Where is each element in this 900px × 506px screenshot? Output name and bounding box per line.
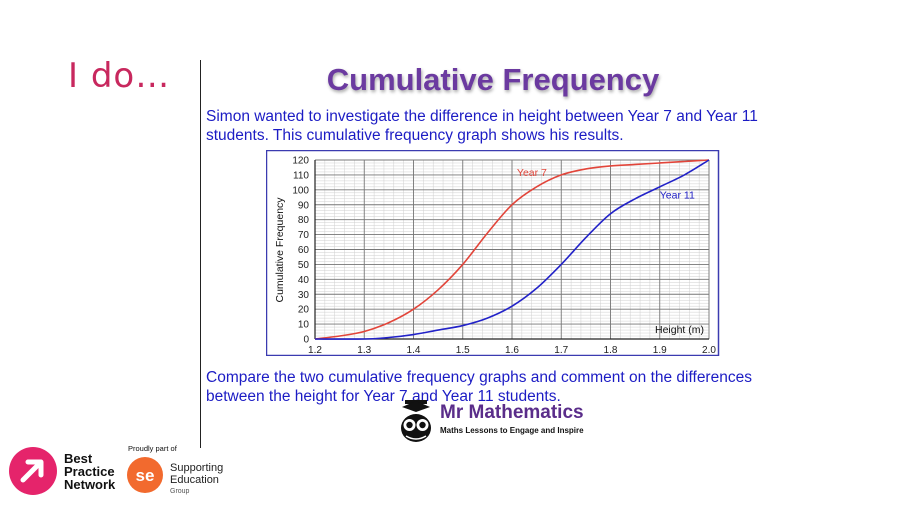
seg-line-1: Supporting <box>170 462 224 474</box>
series-label-year-11: Year 11 <box>660 189 695 201</box>
x-tick-label: 1.8 <box>604 345 618 356</box>
x-tick-label: 1.4 <box>407 345 421 356</box>
seg-text: Supporting Education Group <box>170 462 223 498</box>
series-layer <box>314 159 710 340</box>
y-tick-label: 100 <box>292 185 309 196</box>
mr-mathematics-logo: Mr Mathematics Maths Lessons to Engage a… <box>396 398 596 444</box>
x-tick-labels: 1.2 1.3 1.4 1.5 1.6 1.7 1.8 1.9 2.0 <box>308 345 716 356</box>
question-text: Compare the two cumulative frequency gra… <box>206 369 752 405</box>
x-tick-label: 1.9 <box>653 345 667 356</box>
seg-line-2: Education <box>170 474 219 486</box>
seg-line-3: Group <box>170 488 190 495</box>
intro-text: Simon wanted to investigate the differen… <box>206 108 758 144</box>
y-tick-label: 20 <box>298 305 310 316</box>
bpn-line-1: Best <box>64 451 93 466</box>
x-tick-label: 1.5 <box>456 345 470 356</box>
x-axis-label: Height (m) <box>655 324 704 336</box>
y-tick-label: 70 <box>298 230 310 241</box>
series-label-year-7: Year 7 <box>517 167 547 179</box>
x-tick-label: 2.0 <box>702 345 716 356</box>
arrow-icon <box>9 447 57 495</box>
mr-mathematics-title: Mr Mathematics <box>440 402 584 423</box>
y-tick-label: 40 <box>298 275 310 286</box>
mr-mathematics-tagline: Maths Lessons to Engage and Inspire <box>440 426 584 435</box>
slide-heading: I do… <box>68 56 171 96</box>
best-practice-network-logo: Best Practice Network <box>8 446 138 498</box>
y-tick-label: 10 <box>298 320 310 331</box>
se-badge-letters: se <box>136 466 155 485</box>
y-tick-label: 50 <box>298 260 310 271</box>
x-tick-label: 1.7 <box>554 345 568 356</box>
supporting-education-group-logo: se Supporting Education Group <box>126 456 246 500</box>
series-line-2 <box>314 159 710 340</box>
y-tick-label: 80 <box>298 215 310 226</box>
x-tick-label: 1.2 <box>308 345 322 356</box>
series-labels: Year 7 Year 11 <box>517 167 695 201</box>
y-tick-label: 0 <box>303 335 309 346</box>
owl-icon <box>401 400 431 442</box>
bpn-line-2: Practice <box>64 464 115 479</box>
bpn-text: Best Practice Network <box>64 452 115 491</box>
x-tick-label: 1.3 <box>357 345 371 356</box>
y-axis-label: Cumulative Frequency <box>274 197 286 303</box>
y-tick-labels: 0 10 20 30 40 50 60 70 80 90 100 110 120 <box>292 156 309 346</box>
y-tick-label: 60 <box>298 245 310 256</box>
y-tick-label: 110 <box>293 170 309 181</box>
y-tick-label: 120 <box>292 156 309 167</box>
y-tick-label: 90 <box>298 200 310 211</box>
se-badge-icon: se <box>127 457 163 493</box>
x-tick-label: 1.6 <box>505 345 519 356</box>
y-tick-label: 30 <box>298 290 310 301</box>
grid-major <box>314 159 710 340</box>
bpn-line-3: Network <box>64 477 116 492</box>
proudly-part-of-label: Proudly part of <box>128 444 177 453</box>
slide-title: Cumulative Frequency <box>326 62 660 97</box>
divider-line <box>200 60 201 448</box>
series-line-1 <box>314 159 710 340</box>
